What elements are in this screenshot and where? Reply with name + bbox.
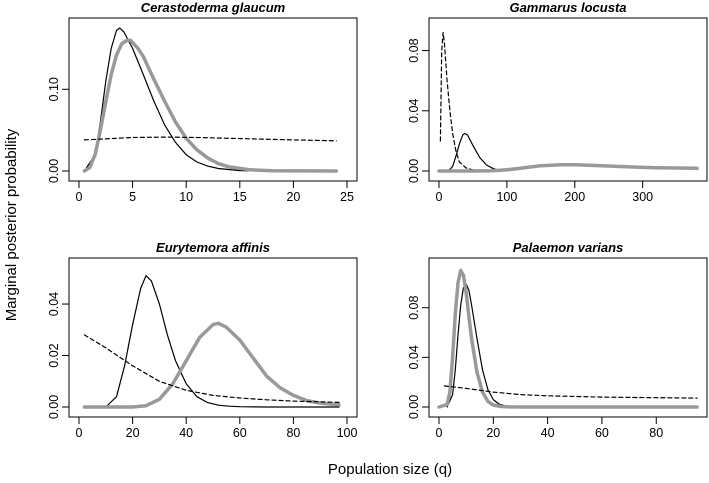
y-axis-label: Marginal posterior probability bbox=[3, 128, 20, 321]
x-tick-label: 80 bbox=[649, 426, 663, 440]
x-tick-label: 20 bbox=[486, 426, 500, 440]
panel-title: Gammarus locusta bbox=[509, 0, 626, 15]
panels: Cerastoderma glaucum 0 5 10 15 20 25 0.00 0.10 Ga… bbox=[47, 0, 708, 440]
y-tick-label: 0.02 bbox=[47, 343, 61, 367]
series-line-dashed-black bbox=[83, 334, 340, 403]
x-tick-label: 0 bbox=[436, 426, 443, 440]
x-tick-label: 20 bbox=[286, 190, 300, 204]
series-line-thick-gray bbox=[437, 162, 699, 173]
y-tick-label: 0.00 bbox=[407, 159, 421, 183]
series-line-thick-gray bbox=[437, 268, 699, 409]
series-line-solid-black bbox=[105, 275, 340, 408]
panel-4: Palaemon varians 0 20 40 60 80 0.00 0.04 0.08 bbox=[407, 240, 708, 440]
x-tick-label: 60 bbox=[233, 426, 247, 440]
plot-frame bbox=[428, 17, 708, 182]
y-tick-label: 0.04 bbox=[407, 345, 421, 369]
panel-3: Eurytemora affinis 0 20 40 60 80 100 0.00 0.02 0.… bbox=[47, 240, 358, 440]
plot-frame bbox=[68, 257, 358, 418]
x-tick-label: 0 bbox=[436, 190, 443, 204]
x-tick-label: 100 bbox=[337, 426, 358, 440]
panel-title: Cerastoderma glaucum bbox=[141, 0, 286, 15]
y-tick-label: 0.00 bbox=[47, 395, 61, 419]
x-tick-label: 40 bbox=[179, 426, 193, 440]
x-axis-label: Population size (q) bbox=[328, 461, 452, 478]
series-line-dashed-black bbox=[439, 31, 494, 172]
plot-frame bbox=[68, 17, 358, 182]
x-tick-label: 25 bbox=[340, 190, 354, 204]
y-tick-label: 0.08 bbox=[407, 38, 421, 62]
panel-title: Palaemon varians bbox=[513, 240, 624, 255]
series-line-dashed-black bbox=[83, 136, 337, 142]
panel-2: Gammarus locusta 0 100 200 300 0.00 0.04 0.08 bbox=[407, 0, 708, 204]
y-tick-label: 0.04 bbox=[47, 292, 61, 316]
y-tick-label: 0.00 bbox=[407, 395, 421, 419]
panel-1: Cerastoderma glaucum 0 5 10 15 20 25 0.00 0.10 bbox=[47, 0, 358, 204]
x-tick-label: 60 bbox=[595, 426, 609, 440]
panel-title: Eurytemora affinis bbox=[156, 240, 270, 255]
y-tick-label: 0.08 bbox=[407, 296, 421, 320]
series-line-thick-gray bbox=[82, 38, 339, 173]
x-tick-label: 200 bbox=[564, 190, 585, 204]
y-tick-label: 0.04 bbox=[407, 99, 421, 123]
x-tick-label: 0 bbox=[76, 426, 83, 440]
series-line-solid-black bbox=[446, 283, 522, 408]
x-tick-label: 80 bbox=[286, 426, 300, 440]
x-tick-label: 10 bbox=[179, 190, 193, 204]
x-tick-label: 100 bbox=[496, 190, 517, 204]
x-tick-label: 20 bbox=[126, 426, 140, 440]
series-line-thick-gray bbox=[82, 321, 341, 409]
plot-frame bbox=[428, 257, 708, 418]
y-tick-label: 0.00 bbox=[47, 159, 61, 183]
x-tick-label: 0 bbox=[76, 190, 83, 204]
x-tick-label: 15 bbox=[233, 190, 247, 204]
y-tick-label: 0.10 bbox=[47, 77, 61, 101]
x-tick-label: 5 bbox=[129, 190, 136, 204]
x-tick-label: 300 bbox=[632, 190, 653, 204]
series-line-dashed-black bbox=[443, 385, 698, 399]
series-line-solid-black bbox=[83, 27, 273, 172]
x-tick-label: 40 bbox=[541, 426, 555, 440]
series-line-solid-black bbox=[441, 132, 508, 172]
